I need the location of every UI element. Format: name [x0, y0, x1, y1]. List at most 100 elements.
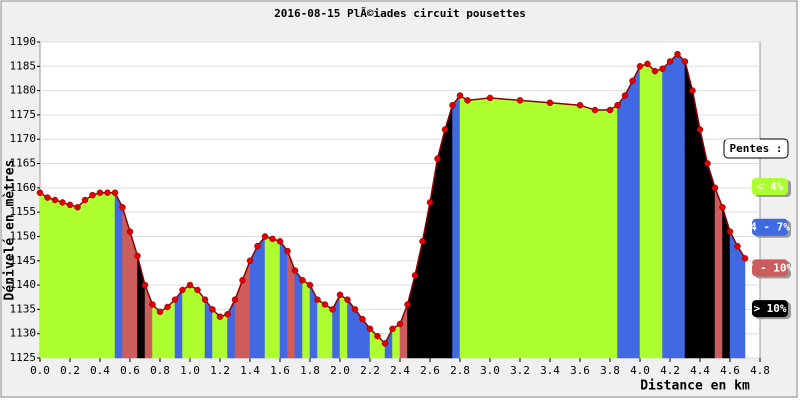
elevation-point: [381, 340, 389, 347]
elevation-point: [156, 308, 164, 316]
x-tick-label: 3.8: [600, 364, 620, 377]
slope-segment: [39, 192, 48, 359]
x-tick-label: 1.2: [210, 364, 230, 377]
elevation-point: [689, 87, 696, 94]
x-tick-label: 0.0: [30, 364, 50, 377]
elevation-point: [629, 77, 636, 85]
legend-label: > 10%: [753, 302, 786, 315]
elevation-point: [104, 189, 111, 196]
elevation-point: [89, 191, 96, 199]
slope-segment: [579, 104, 596, 359]
elevation-point: [516, 97, 524, 104]
elevation-point: [44, 194, 51, 201]
slope-segment: [662, 60, 671, 359]
slope-segment: [549, 102, 581, 359]
elevation-point: [179, 286, 186, 294]
slope-segment: [714, 187, 723, 359]
elevation-point: [704, 160, 711, 167]
elevation-point: [81, 196, 89, 204]
elevation-point: [261, 233, 269, 240]
slope-segment: [84, 194, 93, 359]
slope-segment: [272, 238, 281, 359]
slope-segment: [684, 61, 693, 359]
slope-segment: [459, 95, 468, 359]
x-tick-label: 2.6: [420, 364, 440, 377]
slope-segment: [69, 204, 78, 359]
x-tick-label: 0.6: [120, 364, 140, 377]
slope-segment: [624, 80, 633, 359]
elevation-point: [111, 189, 119, 196]
slope-segment: [452, 94, 461, 359]
elevation-point: [681, 58, 689, 65]
slope-segment: [302, 279, 311, 359]
x-tick-label: 0.2: [60, 364, 80, 377]
slope-segment: [669, 53, 678, 359]
y-tick-label: 1135: [10, 302, 37, 315]
elevation-point: [389, 325, 396, 333]
elevation-point: [254, 242, 261, 250]
chart-title: 2016-08-15 PlÃ©iades circuit pousettes: [274, 7, 526, 20]
x-axis-label: Distance en km: [640, 379, 750, 394]
elevation-point: [164, 303, 171, 311]
elevation-point: [719, 204, 726, 211]
x-tick-label: 3.0: [480, 364, 500, 377]
y-tick-label: 1185: [10, 59, 37, 72]
elevation-point: [141, 281, 149, 289]
elevation-point: [351, 306, 359, 313]
slope-segment: [47, 197, 56, 359]
slope-segment: [324, 304, 333, 359]
slope-segment: [519, 100, 551, 359]
elevation-point: [396, 320, 404, 328]
y-axis-label: Dénivelé en mètres: [3, 160, 18, 301]
slope-segment: [609, 104, 618, 359]
x-tick-label: 3.6: [570, 364, 590, 377]
y-tick-label: 1150: [10, 229, 37, 242]
x-tick-label: 1.4: [240, 364, 260, 377]
elevation-point: [576, 101, 584, 109]
slope-segment: [219, 313, 228, 359]
x-tick-label: 2.0: [330, 364, 350, 377]
elevation-point: [726, 228, 734, 235]
slope-segment: [467, 97, 491, 359]
elevation-point: [614, 101, 621, 109]
x-tick-label: 1.6: [270, 364, 290, 377]
slope-segment: [189, 284, 198, 359]
elevation-point: [636, 63, 644, 70]
y-tick-label: 1170: [10, 132, 37, 145]
x-tick-label: 2.4: [390, 364, 410, 377]
elevation-point: [299, 276, 306, 284]
elevation-point: [321, 301, 329, 308]
elevation-point: [291, 267, 299, 274]
elevation-point: [246, 257, 254, 265]
slope-segment: [294, 269, 303, 359]
elevation-point: [201, 296, 209, 303]
slope-segment: [99, 192, 108, 359]
elevation-point: [464, 97, 471, 104]
elevation-point: [696, 126, 704, 133]
elevation-point: [741, 255, 749, 262]
elevation-point: [419, 238, 426, 245]
legend-label: 4 - 7%: [750, 221, 790, 234]
legend-swatch: [752, 300, 788, 318]
x-tick-label: 3.4: [540, 364, 560, 377]
elevation-point: [344, 296, 351, 303]
elevation-point: [404, 301, 411, 308]
elevation-point: [606, 106, 614, 114]
y-tick-label: 1180: [10, 84, 37, 97]
elevation-point: [74, 204, 81, 211]
x-tick-label: 3.2: [510, 364, 530, 377]
elevation-point: [134, 252, 141, 260]
elevation-point: [284, 247, 291, 255]
x-tick-label: 4.6: [720, 364, 740, 377]
legend-swatch: [752, 178, 788, 195]
elevation-point: [51, 196, 59, 204]
elevation-point: [96, 189, 104, 196]
x-tick-label: 4.4: [690, 364, 710, 377]
legend-label: < 4%: [757, 180, 784, 193]
legend-label: 7 - 10%: [747, 261, 794, 274]
x-tick-label: 4.0: [630, 364, 650, 377]
slope-segment: [639, 63, 648, 359]
x-tick-label: 1.0: [180, 364, 200, 377]
slope-segment: [54, 199, 63, 359]
